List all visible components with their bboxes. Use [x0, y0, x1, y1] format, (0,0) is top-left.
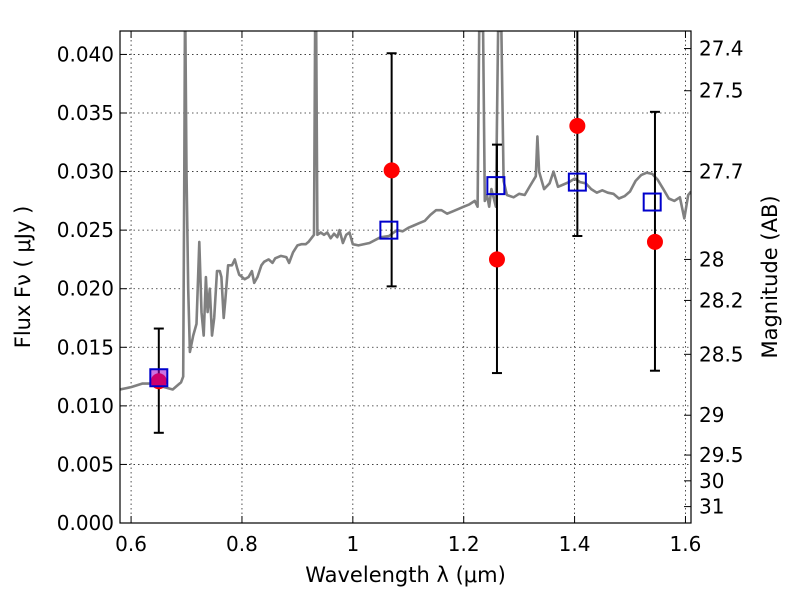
- model-spectrum: [120, 31, 691, 391]
- y2-tick-label: 27.4: [699, 37, 744, 61]
- y2-tick-label: 28: [699, 247, 724, 271]
- observed-point: [488, 251, 505, 268]
- y-tick-label: 0.030: [57, 160, 114, 184]
- model-point: [567, 172, 587, 192]
- x-tick-label: 1: [346, 532, 359, 556]
- spectrum-line: [120, 31, 691, 391]
- y2-tick-label: 29.5: [699, 443, 744, 467]
- y2-tick-label: 28.2: [699, 288, 744, 312]
- model-point: [486, 176, 506, 196]
- y-tick-labels: 0.000 0.005 0.010 0.015 0.020 0.025 0.030 0.035…: [57, 42, 114, 535]
- y2-tick-label: 29: [699, 403, 724, 427]
- y-tick-label: 0.015: [57, 335, 114, 359]
- y-tick-label: 0.025: [57, 218, 114, 242]
- y-tick-label: 0.040: [57, 42, 114, 66]
- y2-tick-label: 30: [699, 469, 724, 493]
- x-tick-label: 0.6: [115, 532, 147, 556]
- observed-point: [569, 117, 586, 134]
- ticks: [120, 31, 691, 524]
- y-axis-label: Flux Fν ( μJy ): [11, 206, 35, 349]
- x-tick-label: 1.2: [448, 532, 480, 556]
- plot-frame: [119, 30, 692, 524]
- observed-points: [150, 117, 663, 390]
- model-point: [642, 192, 662, 212]
- y2-tick-label: 31: [699, 495, 724, 519]
- model-point: [379, 220, 399, 240]
- y2-tick-label: 27.7: [699, 160, 744, 184]
- y-tick-label: 0.010: [57, 394, 114, 418]
- y-tick-label: 0.035: [57, 101, 114, 125]
- y2-axis-label: Magnitude (AB): [758, 195, 782, 358]
- observed-point: [646, 233, 663, 250]
- model-point: [149, 368, 169, 388]
- error-bars: [153, 31, 660, 434]
- x-tick-label: 1.4: [559, 532, 591, 556]
- x-axis-label: Wavelength λ (μm): [305, 563, 506, 587]
- observed-point: [383, 162, 400, 179]
- y2-tick-label: 28.5: [699, 342, 744, 366]
- x-tick-label: 1.6: [670, 532, 702, 556]
- x-tick-labels: 0.6 0.8 1 1.2 1.4 1.6: [115, 532, 701, 556]
- y-tick-label: 0.000: [57, 511, 114, 535]
- y2-tick-label: 27.5: [699, 79, 744, 103]
- x-tick-label: 0.8: [226, 532, 258, 556]
- model-points: [149, 172, 662, 388]
- y-tick-label: 0.005: [57, 452, 114, 476]
- y-tick-label: 0.020: [57, 277, 114, 301]
